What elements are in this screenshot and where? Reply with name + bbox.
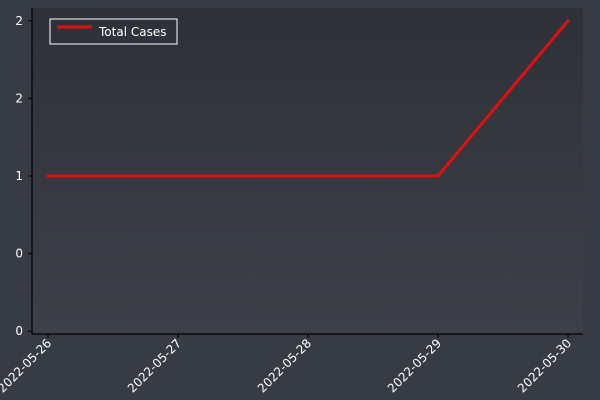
y-axis-ticks: 0 0 1 2 2: [15, 14, 32, 338]
y-tick-label: 2: [15, 91, 23, 105]
plot-area: [32, 8, 583, 334]
x-tick-label: 2022-05-27: [125, 336, 184, 395]
x-tick-label: 2022-05-28: [255, 336, 314, 395]
series-line-total-cases: [46, 19, 570, 178]
y-tick-label: 1: [15, 169, 23, 183]
x-axis-ticks: 2022-05-26 2022-05-27 2022-05-28 2022-05-29…: [0, 334, 574, 395]
x-tick-label: 2022-05-29: [385, 336, 444, 395]
x-tick-label: 2022-05-30: [515, 336, 574, 395]
legend: Total Cases: [49, 18, 178, 45]
y-tick-label: 0: [15, 324, 23, 338]
legend-box: [49, 18, 178, 45]
y-tick-label: 0: [15, 247, 23, 261]
x-tick-label: 2022-05-26: [0, 336, 54, 395]
legend-label: Total Cases: [98, 25, 166, 39]
y-tick-label: 2: [15, 14, 23, 28]
series-lines: [46, 19, 570, 178]
